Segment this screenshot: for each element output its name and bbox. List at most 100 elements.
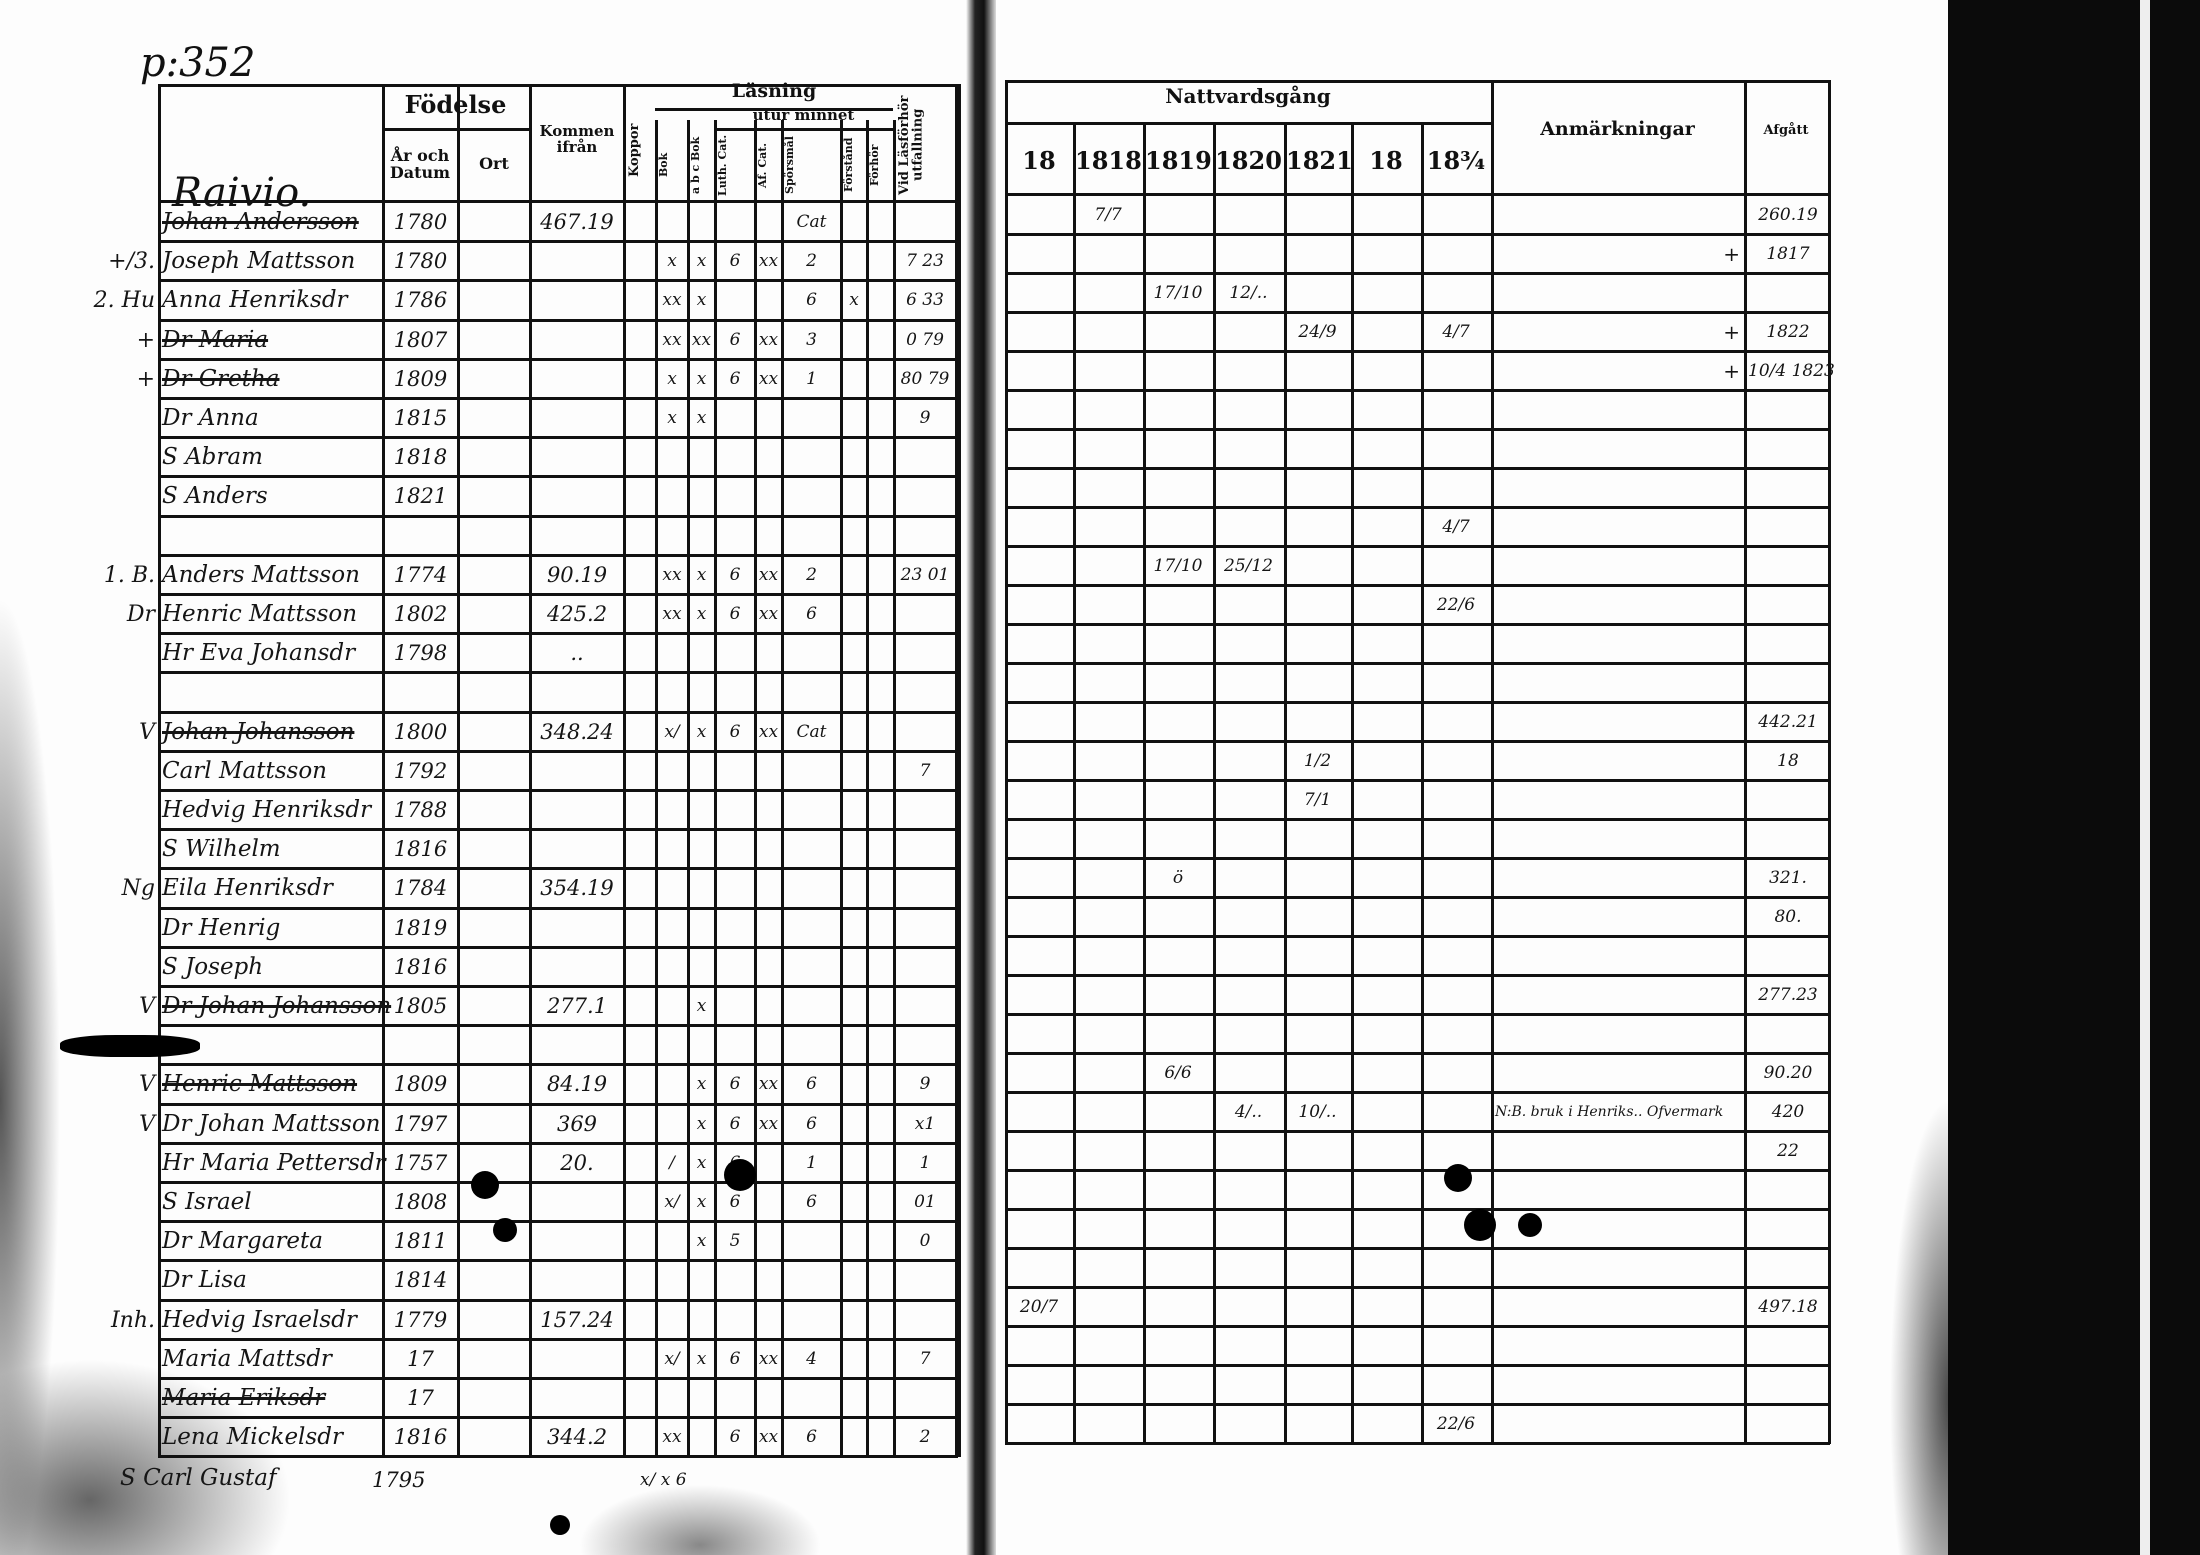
row-rule — [158, 1259, 958, 1262]
communion-date: 4/7 — [1442, 517, 1470, 537]
entry-vid: 0 — [919, 1231, 931, 1252]
entry-date: 1797 — [393, 1111, 448, 1136]
entry-name: Dr Henrig — [162, 914, 281, 941]
row-rule — [1005, 1325, 1830, 1328]
entry-name: Hr Maria Pettersdr — [162, 1149, 386, 1176]
column-rule — [529, 84, 532, 1457]
entry-spors: Cat — [796, 721, 827, 742]
departure-entry: 277.23 — [1758, 985, 1818, 1005]
communion-date: 25/12 — [1224, 556, 1273, 576]
row-rule — [1005, 662, 1830, 665]
column-rule — [1143, 122, 1146, 1444]
column-rule — [457, 84, 460, 1457]
row-rule — [158, 475, 958, 478]
entry-name: Joseph Mattsson — [162, 248, 356, 275]
margin-note: V — [139, 994, 155, 1019]
entry-abc: x — [696, 1231, 707, 1252]
communion-date: 22/6 — [1436, 1414, 1476, 1434]
entry-date: 1818 — [393, 445, 448, 470]
entry-spors: 6 — [806, 1427, 817, 1448]
entry-date: 1757 — [393, 1150, 448, 1175]
communion-date: 7/7 — [1094, 205, 1122, 225]
entry-bok: x — [667, 368, 677, 389]
row-rule — [158, 750, 958, 753]
entry-vid: 1 — [919, 1152, 931, 1173]
row-rule — [158, 1299, 958, 1302]
row-rule — [158, 593, 958, 596]
departure-entry: 260.19 — [1758, 205, 1818, 225]
header-luth-cat: Luth. Cat. — [716, 134, 729, 196]
entry-below-date: 1795 — [372, 1468, 426, 1492]
row-rule — [1005, 1442, 1830, 1445]
row-rule — [158, 907, 958, 910]
entry-bok: xx — [662, 604, 682, 624]
entry-af: xx — [758, 1074, 779, 1095]
table-top-rule — [158, 84, 958, 87]
departure-entry: 420 — [1771, 1102, 1805, 1122]
entry-date: 1807 — [393, 327, 448, 352]
header-ar-och-datum: År och Datum — [389, 146, 451, 182]
row-rule — [158, 1416, 958, 1419]
entry-date: 17 — [407, 1386, 434, 1410]
entry-date: 17 — [407, 1346, 434, 1371]
ink-blot — [493, 1218, 517, 1242]
entry-date: 1821 — [393, 484, 448, 509]
entry-vid: 9 — [919, 408, 931, 428]
departure-entry: 321. — [1769, 868, 1807, 888]
entry-abc: xx — [691, 329, 712, 350]
row-rule — [158, 1377, 958, 1380]
entry-spors: 6 — [806, 290, 817, 311]
entry-af: xx — [758, 564, 779, 585]
entry-luth: 6 — [729, 604, 741, 624]
margin-note: Inh. — [110, 1307, 155, 1333]
row-rule — [158, 671, 958, 674]
entry-luth: 6 — [729, 1427, 741, 1448]
column-rule — [158, 84, 161, 1457]
entry-date: 1798 — [393, 641, 448, 666]
entry-af: xx — [758, 368, 779, 389]
header-forstand: Förstånd — [842, 137, 855, 193]
row-rule — [158, 1024, 958, 1027]
entry-spors: 1 — [806, 1152, 817, 1173]
row-rule — [1005, 1286, 1830, 1289]
entry-abc: x — [696, 1113, 707, 1134]
entry-kommen: 354.19 — [540, 876, 614, 901]
row-rule — [1005, 350, 1830, 353]
row-rule — [1005, 740, 1830, 743]
entry-luth: 5 — [729, 1231, 741, 1252]
header-anmarkningar: Anmärkningar — [1540, 118, 1695, 140]
village-name: Raivio. — [172, 170, 312, 216]
row-rule — [1005, 818, 1830, 821]
entry-name: Hr Eva Johansdr — [162, 640, 356, 667]
entry-luth: 6 — [729, 368, 741, 389]
lasning-rule — [655, 108, 893, 111]
entry-af: xx — [758, 1113, 779, 1134]
header-year: 18¾ — [1426, 146, 1486, 175]
header-year: 1819 — [1145, 146, 1212, 175]
header-kommen-ifran: Kommen ifrån — [539, 122, 615, 156]
entry-name: S Israel — [162, 1189, 252, 1215]
communion-date: 24/9 — [1298, 322, 1337, 342]
row-rule — [158, 867, 958, 870]
entry-name: Dr Anna — [162, 405, 259, 431]
entry-abc: x — [696, 604, 707, 624]
entry-name: Henric Mattsson — [162, 1071, 358, 1098]
entry-abc: x — [696, 1192, 707, 1212]
entry-kommen: 348.24 — [540, 719, 614, 744]
header-bok: Bok — [657, 152, 670, 178]
row-rule — [158, 1455, 958, 1458]
entry-vid: 23 01 — [900, 564, 950, 585]
row-rule — [158, 1063, 958, 1066]
entry-spors: 6 — [806, 604, 817, 624]
row-rule — [1005, 935, 1830, 938]
row-rule — [1005, 389, 1830, 392]
column-rule — [1491, 80, 1494, 1444]
column-rule — [1213, 122, 1216, 1444]
entry-date: 1780 — [393, 249, 448, 274]
row-rule — [1005, 506, 1830, 509]
column-rule — [623, 84, 626, 1457]
entry-kommen: 84.19 — [546, 1072, 608, 1097]
column-rule — [840, 120, 843, 1457]
entry-kommen: 344.2 — [546, 1425, 608, 1450]
entry-abc: x — [696, 290, 707, 311]
